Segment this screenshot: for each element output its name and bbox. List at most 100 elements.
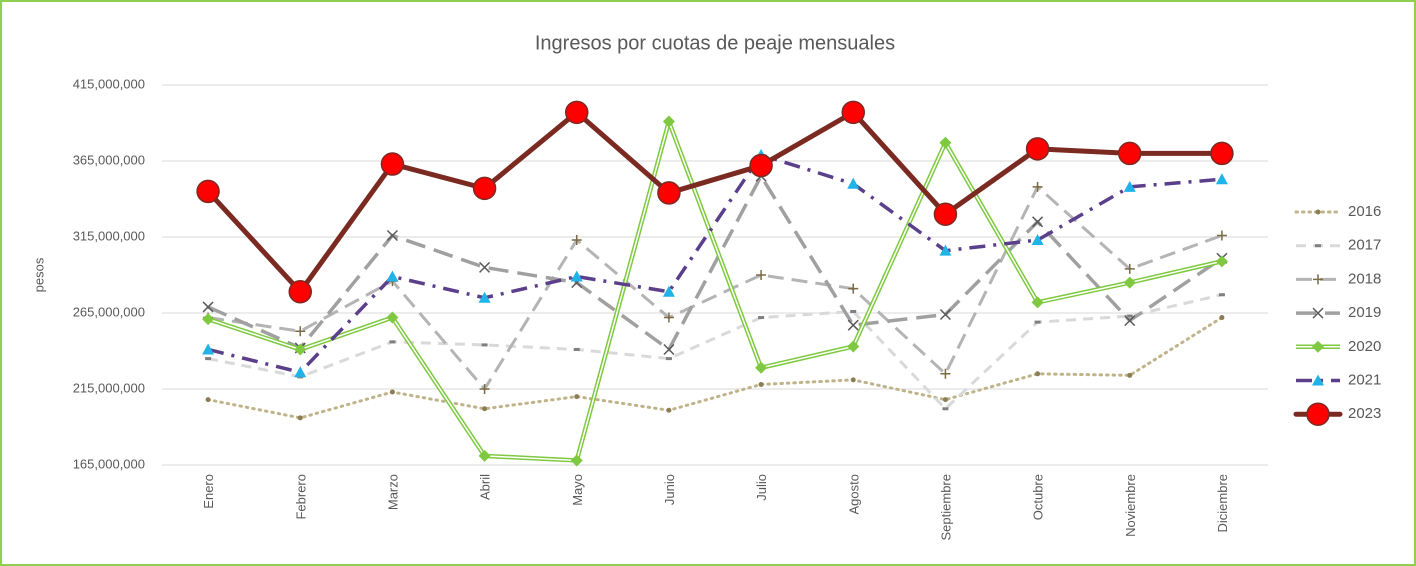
marker	[1032, 216, 1044, 228]
marker	[1031, 234, 1044, 246]
marker	[297, 415, 303, 421]
marker	[939, 244, 952, 256]
marker	[939, 136, 952, 149]
marker	[574, 394, 580, 400]
marker	[571, 235, 582, 246]
legend-item: 2019	[1296, 304, 1381, 321]
series-line	[207, 174, 1223, 352]
marker	[1210, 141, 1234, 166]
legend-item: 2018	[1296, 270, 1381, 287]
marker	[565, 100, 589, 125]
marker	[662, 285, 675, 297]
marker	[841, 100, 865, 125]
marker	[386, 270, 399, 282]
legend-label: 2020	[1348, 338, 1381, 355]
marker	[389, 389, 395, 395]
marker	[848, 283, 859, 294]
marker	[665, 357, 672, 361]
marker	[288, 279, 312, 304]
marker	[202, 313, 215, 326]
legend-label: 2021	[1348, 371, 1381, 388]
x-tick-label: Enero	[201, 474, 216, 509]
legend-item: 2017	[1296, 237, 1381, 254]
legend-item: 2020	[1296, 338, 1381, 355]
marker	[481, 343, 488, 347]
marker	[758, 381, 764, 387]
marker	[386, 229, 398, 242]
marker	[202, 301, 214, 313]
x-tick-label: Diciembre	[1215, 474, 1230, 533]
marker	[657, 181, 681, 205]
marker	[380, 152, 405, 176]
marker	[1218, 293, 1225, 297]
legend-label: 2023	[1348, 405, 1381, 422]
y-axis-label: pesos	[31, 257, 46, 292]
legend-item: 2021	[1296, 371, 1381, 388]
legend-label: 2017	[1348, 237, 1381, 254]
marker	[1035, 371, 1041, 377]
series-line	[207, 185, 1223, 391]
marker	[1315, 209, 1321, 215]
legend-label: 2016	[1348, 203, 1381, 220]
marker	[1123, 180, 1136, 192]
marker	[570, 454, 583, 467]
series	[196, 100, 1234, 304]
x-tick-label: Marzo	[385, 474, 400, 510]
marker	[570, 270, 583, 282]
marker	[850, 309, 857, 313]
marker	[847, 177, 860, 189]
y-tick-label: 265,000,000	[73, 304, 145, 319]
series	[205, 315, 1225, 421]
marker	[573, 347, 580, 351]
marker	[1124, 315, 1136, 327]
marker	[202, 343, 215, 355]
y-tick-label: 215,000,000	[73, 380, 145, 395]
marker	[294, 366, 307, 378]
marker	[1118, 141, 1142, 166]
marker	[939, 308, 951, 321]
series-line	[207, 293, 1223, 411]
legend-label: 2018	[1348, 270, 1381, 287]
x-tick-label: Febrero	[293, 474, 308, 520]
marker	[1312, 307, 1324, 319]
marker	[662, 115, 675, 128]
x-tick-label: Junio	[662, 474, 677, 505]
marker	[1127, 372, 1133, 378]
marker	[749, 153, 773, 178]
x-tick-label: Agosto	[846, 474, 861, 514]
marker	[1032, 181, 1043, 192]
marker	[1215, 173, 1228, 185]
marker	[205, 357, 212, 361]
legend-item: 2016	[1294, 203, 1381, 220]
marker	[478, 291, 491, 303]
marker	[755, 361, 768, 374]
marker	[940, 368, 951, 379]
marker	[1306, 402, 1330, 426]
marker	[663, 312, 674, 323]
marker	[1034, 320, 1041, 324]
marker	[205, 397, 211, 403]
marker	[472, 176, 497, 201]
legend-item: 2023	[1293, 402, 1381, 426]
series-line	[205, 109, 1225, 295]
marker	[479, 384, 490, 394]
marker	[196, 179, 220, 204]
x-tick-label: Julio	[754, 474, 769, 501]
marker	[1216, 230, 1227, 241]
marker	[850, 377, 856, 383]
marker	[1126, 314, 1133, 318]
x-tick-label: Abril	[478, 474, 493, 500]
y-tick-label: 165,000,000	[73, 456, 145, 471]
marker	[1315, 244, 1321, 248]
marker	[933, 202, 958, 226]
marker	[1031, 296, 1044, 309]
x-tick-label: Mayo	[570, 474, 585, 506]
marker	[666, 407, 672, 413]
marker	[1215, 255, 1228, 268]
marker	[482, 406, 488, 412]
marker	[942, 397, 948, 403]
series	[205, 293, 1225, 411]
marker	[294, 343, 307, 356]
marker	[1312, 340, 1324, 353]
